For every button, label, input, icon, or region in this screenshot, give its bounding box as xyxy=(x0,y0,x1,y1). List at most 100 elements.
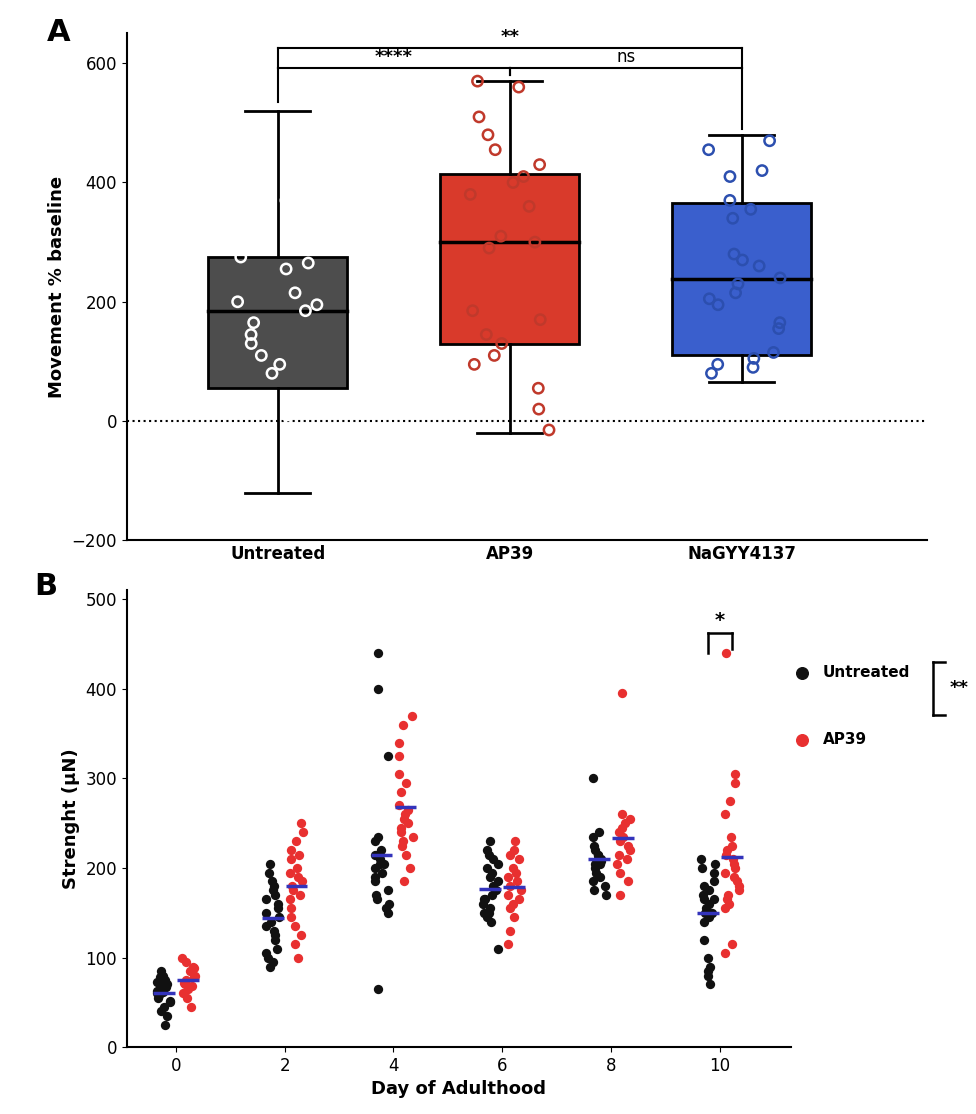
Point xyxy=(179,971,194,989)
Point xyxy=(162,994,178,1012)
Point xyxy=(618,814,633,832)
Point xyxy=(156,998,172,1016)
Point xyxy=(271,908,287,926)
Point xyxy=(279,407,295,424)
Point xyxy=(515,167,531,185)
Point xyxy=(246,314,262,332)
Point xyxy=(396,872,412,890)
Point xyxy=(479,859,495,877)
Point xyxy=(372,854,387,872)
Point xyxy=(367,846,383,863)
Point xyxy=(501,936,516,954)
Point xyxy=(702,290,717,307)
Point xyxy=(378,899,393,917)
Point xyxy=(718,644,734,662)
Point xyxy=(490,854,506,872)
Point xyxy=(586,828,601,846)
Point xyxy=(503,846,518,863)
Point xyxy=(722,167,738,185)
Point xyxy=(290,949,305,967)
Point xyxy=(716,899,732,917)
Point xyxy=(293,927,308,945)
Point xyxy=(152,968,168,986)
Point xyxy=(175,985,190,1003)
Point xyxy=(371,980,386,998)
Point xyxy=(542,421,557,439)
Point xyxy=(585,872,600,890)
Point xyxy=(375,863,390,881)
Point xyxy=(746,359,761,377)
Point xyxy=(612,846,628,863)
Point xyxy=(697,877,712,895)
Point xyxy=(380,881,395,899)
Point xyxy=(159,1007,175,1025)
Point xyxy=(283,899,299,917)
Text: **: ** xyxy=(500,28,519,46)
Point xyxy=(367,868,383,886)
Point xyxy=(722,192,738,209)
Point xyxy=(394,837,410,854)
Point xyxy=(696,890,712,908)
Point xyxy=(485,850,501,868)
Point xyxy=(272,355,288,373)
Point xyxy=(241,240,257,257)
Point xyxy=(725,209,741,227)
Point xyxy=(240,421,256,439)
Bar xyxy=(208,257,347,389)
Point xyxy=(155,967,171,985)
Text: Untreated: Untreated xyxy=(823,665,911,681)
Point xyxy=(508,863,523,881)
Point xyxy=(696,931,712,949)
Point xyxy=(729,872,745,890)
Point xyxy=(609,854,625,872)
Point xyxy=(754,162,770,179)
Point xyxy=(490,872,506,890)
Point xyxy=(395,832,411,850)
Point xyxy=(398,774,414,792)
Point xyxy=(505,895,520,912)
Point xyxy=(771,320,787,338)
Point xyxy=(693,850,709,868)
Point xyxy=(592,854,608,872)
Point xyxy=(509,872,525,890)
Point xyxy=(505,859,520,877)
Point xyxy=(391,747,407,765)
Point xyxy=(265,954,281,971)
Point xyxy=(593,852,609,870)
Point xyxy=(527,233,543,251)
Text: AP39: AP39 xyxy=(823,732,867,747)
Point xyxy=(752,257,767,275)
Point xyxy=(476,903,492,921)
Point xyxy=(476,890,492,908)
Point xyxy=(267,927,283,945)
Point xyxy=(284,850,300,868)
Point xyxy=(266,921,282,939)
Point xyxy=(484,863,500,881)
Point xyxy=(183,962,198,980)
Point xyxy=(726,854,742,872)
Point xyxy=(586,770,601,788)
Point xyxy=(253,400,268,418)
Point xyxy=(703,976,718,994)
Point xyxy=(721,895,737,912)
Point xyxy=(373,841,388,859)
Point xyxy=(149,981,165,999)
Point xyxy=(267,886,283,903)
Point xyxy=(772,314,788,332)
Point xyxy=(702,958,717,976)
Point xyxy=(746,350,761,368)
Point xyxy=(270,895,286,912)
Point xyxy=(254,346,269,364)
Point xyxy=(233,248,249,266)
Point xyxy=(701,140,716,158)
Point xyxy=(370,644,386,662)
Point xyxy=(288,917,304,935)
Point xyxy=(243,334,259,352)
Point xyxy=(588,863,603,881)
Y-axis label: Strenght (μN): Strenght (μN) xyxy=(62,749,80,889)
Point xyxy=(400,814,416,832)
Point xyxy=(371,828,386,846)
Point xyxy=(179,989,194,1007)
Point xyxy=(766,343,782,361)
Point xyxy=(612,863,628,881)
